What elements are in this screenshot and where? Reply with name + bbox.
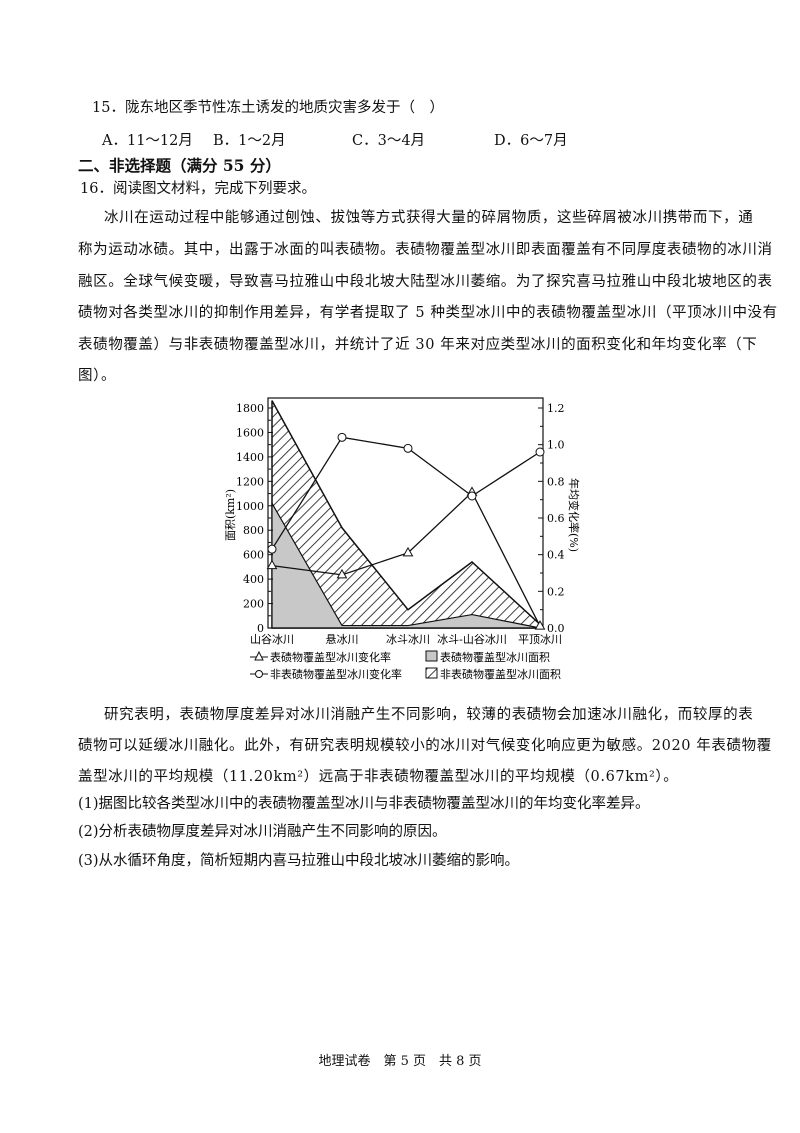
plot-frame bbox=[267, 397, 544, 629]
paragraph-line: 称为运动冰碛。其中，出露于冰面的叫表碛物。表碛物覆盖型冰川即表面覆盖有不同厚度表… bbox=[78, 242, 773, 258]
section-title: 二、非选择题（满分 55 分） bbox=[78, 156, 281, 175]
q15-option-b: B．1～2月 bbox=[213, 133, 286, 149]
y-left-tick-label: 800 bbox=[243, 524, 264, 537]
x-category-label: 平顶冰川 bbox=[518, 633, 562, 646]
x-category-label: 山谷冰川 bbox=[250, 633, 294, 646]
y-left-axis-label: 面积(km²) bbox=[224, 489, 237, 541]
x-category-label: 悬冰川 bbox=[326, 633, 359, 646]
circle-marker bbox=[467, 491, 477, 501]
paragraph-line: 碛物可以延缓冰川融化。此外，有研究表明规模较小的冰川对气候变化响应更为敏感。20… bbox=[78, 738, 772, 754]
q15-option-c: C．3～4月 bbox=[352, 133, 426, 149]
y-left-tick-label: 400 bbox=[243, 573, 264, 586]
q15-option-a: A．11～12月 bbox=[102, 133, 193, 149]
legend-label: 非表碛物覆盖型冰川面积 bbox=[440, 667, 561, 681]
legend-triangle-icon bbox=[254, 650, 264, 661]
y-left-tick-label: 1000 bbox=[236, 500, 264, 513]
sub-question-1: (1)据图比较各类型冰川中的表碛物覆盖型冰川与非表碛物覆盖型冰川的年均变化率差异… bbox=[78, 796, 650, 812]
triangle-marker bbox=[336, 568, 348, 579]
circle-marker bbox=[267, 544, 277, 554]
circle-marker bbox=[337, 432, 347, 442]
paragraph-line: 研究表明，表碛物厚度差异对冰川消融产生不同影响，较薄的表碛物会加速冰川融化，而较… bbox=[104, 707, 754, 723]
legend-label: 表碛物覆盖型冰川变化率 bbox=[270, 650, 391, 664]
y-left-tick-label: 1200 bbox=[236, 475, 264, 488]
y-right-tick-label: 0.8 bbox=[547, 475, 565, 488]
legend-label: 表碛物覆盖型冰川面积 bbox=[440, 650, 550, 664]
paragraph-line: 碛物对各类型冰川的抑制作用差异，有学者提取了 5 种类型冰川中的表碛物覆盖型冰川… bbox=[78, 305, 778, 321]
y-right-tick-label: 1.0 bbox=[547, 439, 565, 452]
question-15-stem: 15．陇东地区季节性冻土诱发的地质灾害多发于（ ） bbox=[92, 100, 444, 116]
legend-gray-swatch bbox=[425, 650, 438, 662]
x-category-label: 冰斗-山谷冰川 bbox=[437, 633, 507, 646]
y-right-axis-label: 年均变化率(%) bbox=[567, 478, 580, 552]
y-right-tick-label: 0.2 bbox=[547, 585, 565, 598]
paragraph-line: 盖型冰川的平均规模（11.20km²）远高于非表碛物覆盖型冰川的平均规模（0.6… bbox=[78, 769, 679, 785]
legend-hatch-swatch bbox=[425, 667, 438, 679]
y-left-tick-label: 1400 bbox=[236, 451, 264, 464]
y-right-tick-label: 0.0 bbox=[547, 622, 565, 635]
y-left-tick-label: 600 bbox=[243, 549, 264, 562]
sub-question-3: (3)从水循环角度，简析短期内喜马拉雅山中段北坡冰川萎缩的影响。 bbox=[78, 853, 520, 869]
circle-marker bbox=[535, 447, 545, 457]
paragraph-line: 融区。全球气候变暖，导致喜马拉雅山中段北坡大陆型冰川萎缩。为了探究喜马拉雅山中段… bbox=[78, 274, 773, 290]
page-footer: 地理试卷 第 5 页 共 8 页 bbox=[318, 1054, 482, 1069]
legend-label: 非表碛物覆盖型冰川变化率 bbox=[270, 667, 402, 681]
y-right-tick-label: 0.6 bbox=[547, 512, 565, 525]
x-category-label: 冰斗冰川 bbox=[386, 633, 430, 646]
paragraph-line: 图）。 bbox=[78, 368, 117, 384]
y-left-tick-label: 1600 bbox=[236, 426, 264, 439]
circle-marker bbox=[403, 443, 413, 453]
y-left-tick-label: 200 bbox=[243, 598, 264, 611]
y-right-tick-label: 1.2 bbox=[547, 402, 565, 415]
y-left-tick-label: 1800 bbox=[236, 402, 264, 415]
triangle-marker bbox=[534, 620, 546, 630]
triangle-marker bbox=[402, 546, 414, 557]
y-left-tick-label: 0 bbox=[257, 622, 264, 635]
legend-circle-icon bbox=[255, 670, 263, 678]
triangle-marker bbox=[266, 559, 278, 570]
sub-question-2: (2)分析表碛物厚度差异对冰川消融产生不同影响的原因。 bbox=[78, 824, 447, 840]
q15-option-d: D．6～7月 bbox=[494, 133, 568, 149]
question-16-intro: 16．阅读图文材料，完成下列要求。 bbox=[80, 181, 316, 197]
y-right-tick-label: 0.4 bbox=[547, 549, 565, 562]
paragraph-line: 表碛物覆盖）与非表碛物覆盖型冰川，并统计了近 30 年来对应类型冰川的面积变化和… bbox=[78, 337, 758, 353]
paragraph-line: 冰川在运动过程中能够通过刨蚀、拔蚀等方式获得大量的碎屑物质，这些碎屑被冰川携带而… bbox=[104, 210, 754, 226]
glacier-chart: 0 200 400 600 800 1000 1200 1400 1600 1800 0.0 0.2 0… bbox=[224, 397, 580, 681]
